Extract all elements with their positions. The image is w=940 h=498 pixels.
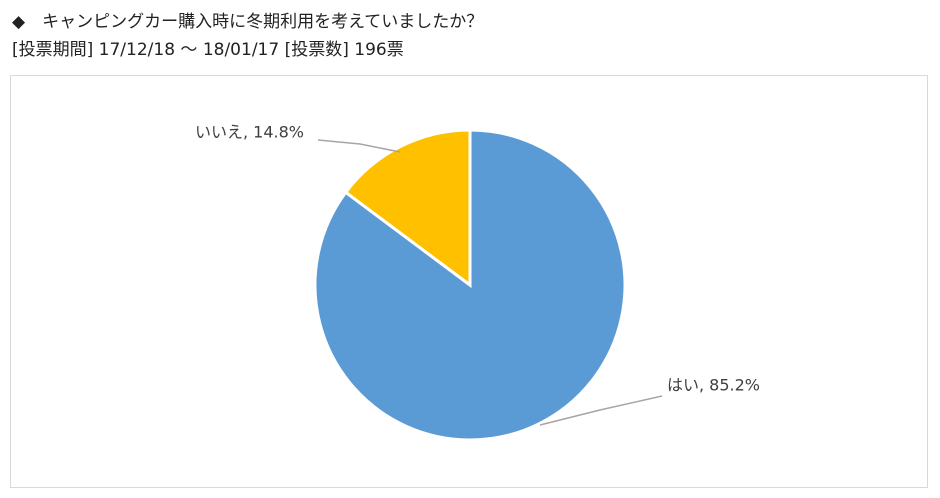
pie-slice [343, 128, 472, 288]
data-label: はい, 85.2% [667, 376, 760, 395]
chart-subtitle: [投票期間] 17/12/18 ～ 18/01/17 [投票数] 196票 [12, 40, 404, 60]
leader-line [539, 395, 663, 426]
data-label: いいえ, 14.8% [195, 123, 304, 142]
chart-title: ◆ キャンピングカー購入時に冬期利用を考えていましたか？ [12, 12, 483, 32]
leader-line [317, 139, 401, 153]
